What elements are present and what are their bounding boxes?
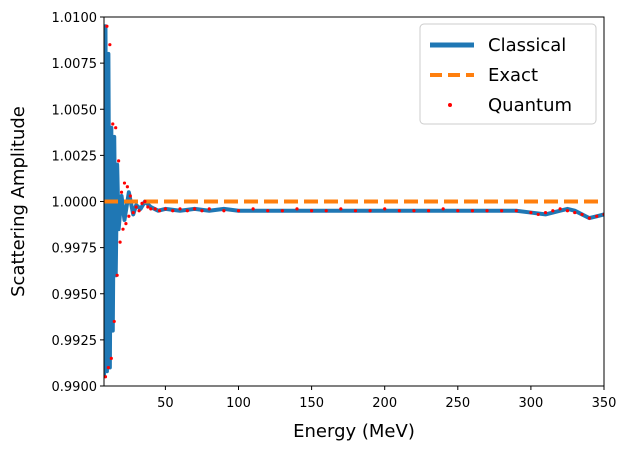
quantum-point	[200, 209, 204, 213]
quantum-point	[193, 207, 197, 211]
quantum-point	[324, 209, 328, 213]
y-tick-label: 0.9975	[52, 242, 98, 257]
quantum-point	[514, 209, 518, 213]
quantum-point	[122, 181, 127, 185]
quantum-point	[143, 199, 147, 204]
exact-legend-label: Exact	[488, 65, 538, 86]
quantum-point	[105, 24, 109, 28]
quantum-point	[131, 210, 135, 215]
y-tick-label: 0.9900	[52, 380, 98, 395]
x-tick-label: 350	[592, 396, 617, 411]
quantum-point	[106, 365, 110, 370]
quantum-point	[128, 194, 132, 198]
quantum-point	[412, 209, 416, 213]
quantum-point	[339, 207, 343, 211]
quantum-point	[565, 209, 570, 213]
legend-box	[419, 23, 597, 125]
quantum-point	[178, 207, 182, 211]
quantum-point	[118, 240, 122, 244]
quantum-point	[551, 209, 555, 213]
y-tick-label: 1.0100	[52, 11, 98, 26]
quantum-point	[117, 159, 121, 163]
quantum-point	[441, 207, 445, 211]
y-tick-label: 1.0000	[52, 196, 98, 211]
quantum-point	[383, 207, 387, 211]
quantum-point	[111, 122, 115, 126]
x-tick-label: 200	[372, 396, 397, 411]
quantum-point	[114, 126, 118, 130]
plot-area	[104, 24, 604, 379]
quantum-point	[157, 209, 162, 213]
x-tick-label: 50	[157, 396, 174, 411]
quantum-point	[529, 210, 533, 215]
quantum-point	[558, 207, 562, 211]
quantum-point	[456, 209, 460, 213]
y-tick-label: 1.0050	[52, 103, 98, 118]
y-axis-label: Scattering Amplitude	[8, 106, 29, 297]
y-tick-label: 0.9950	[52, 288, 98, 303]
quantum-point	[536, 212, 540, 217]
quantum-point	[163, 207, 167, 211]
quantum-point	[125, 185, 129, 189]
quantum-legend-label: Quantum	[488, 95, 572, 116]
quantum-point	[207, 207, 211, 211]
classical-legend-label: Classical	[488, 35, 566, 56]
quantum-point	[127, 214, 131, 218]
quantum-point	[104, 375, 108, 379]
x-tick-label: 100	[226, 396, 251, 411]
quantum-point	[426, 209, 431, 213]
y-tick-label: 1.0025	[52, 149, 98, 164]
quantum-point	[109, 356, 113, 360]
quantum-point	[146, 205, 150, 209]
quantum-point	[310, 209, 314, 213]
quantum-point	[137, 209, 141, 213]
quantum-point	[121, 227, 125, 231]
quantum-point	[543, 210, 548, 215]
quantum-point	[124, 222, 128, 226]
quantum-point	[470, 209, 475, 213]
y-tick-label: 1.0075	[52, 57, 98, 72]
quantum-point	[580, 212, 584, 217]
quantum-point	[153, 207, 157, 211]
quantum-point	[108, 43, 112, 47]
x-axis-label: Energy (MeV)	[293, 421, 415, 442]
x-tick-label: 250	[445, 396, 470, 411]
quantum-point	[280, 209, 284, 213]
y-tick-label: 0.9925	[52, 334, 98, 349]
quantum-point	[251, 207, 255, 211]
quantum-point	[573, 210, 577, 215]
quantum-point	[140, 201, 144, 205]
quantum-point	[119, 190, 124, 194]
quantum-point	[222, 209, 226, 213]
x-tick-label: 150	[299, 396, 324, 411]
quantum-point	[185, 209, 189, 213]
quantum-legend-marker	[448, 103, 452, 107]
quantum-point	[266, 209, 270, 213]
quantum-point	[595, 214, 599, 218]
quantum-point	[236, 209, 241, 213]
quantum-point	[485, 209, 489, 213]
quantum-point	[353, 209, 358, 213]
quantum-point	[587, 216, 591, 220]
quantum-point	[115, 273, 119, 277]
quantum-point	[171, 209, 175, 213]
quantum-point	[397, 209, 401, 213]
quantum-point	[368, 209, 372, 213]
legend: Classical Exact Quantum	[419, 23, 597, 125]
quantum-point	[149, 207, 153, 211]
quantum-point	[500, 209, 504, 213]
x-tick-label: 300	[518, 396, 543, 411]
quantum-point	[112, 319, 116, 324]
axes: 50 100 150 200 250 300 350 0.9900 0.9925 0.9950 0.…	[52, 11, 617, 411]
quantum-point	[134, 205, 138, 209]
quantum-point	[295, 207, 299, 211]
